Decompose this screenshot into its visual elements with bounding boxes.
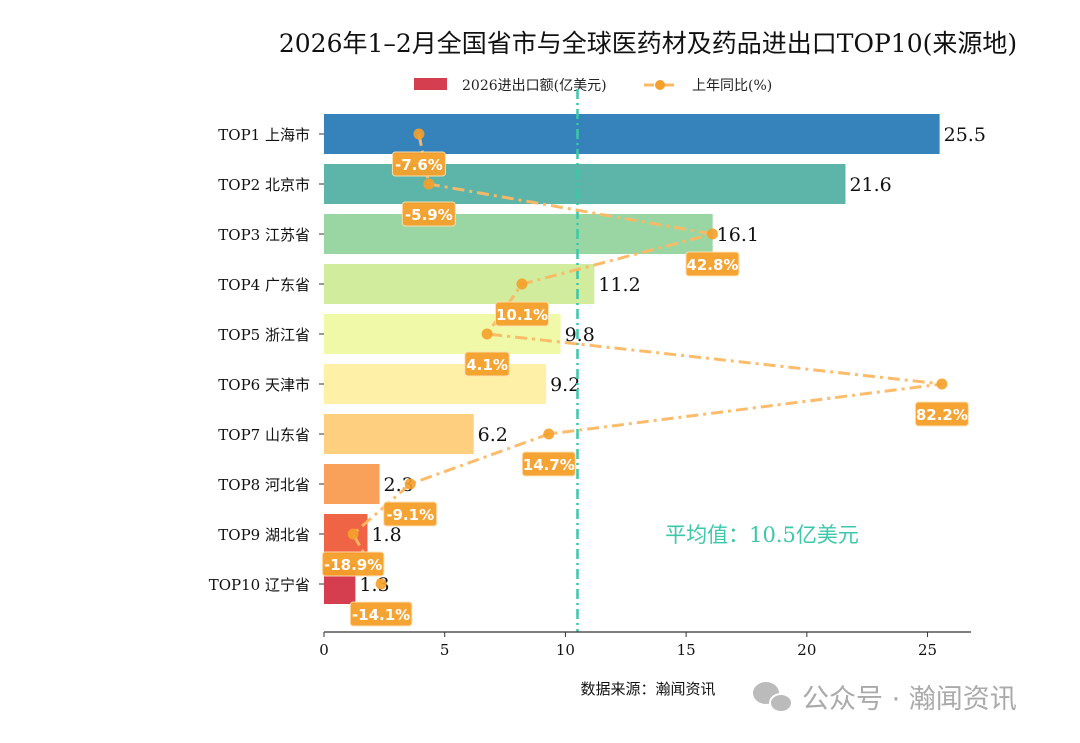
yoy-marker	[375, 578, 387, 590]
yoy-label-box	[321, 551, 385, 577]
yoy-marker	[936, 378, 948, 390]
yoy-label-box	[401, 201, 456, 227]
yoy-marker	[543, 428, 555, 440]
category-label: TOP3 江苏省	[218, 226, 310, 244]
category-label: TOP4 广东省	[218, 276, 310, 294]
chart-title: 2026年1–2月全国省市与全球医药材及药品进出口TOP10(来源地)	[279, 29, 1017, 58]
wechat-icon	[753, 682, 793, 713]
yoy-line	[351, 133, 943, 585]
bar-value-label: 1.8	[371, 524, 401, 546]
legend: 2026进出口额(亿美元) 上年同比(%)	[414, 78, 772, 94]
yoy-marker	[481, 328, 493, 340]
category-label: TOP8 河北省	[218, 476, 310, 494]
watermark: 公众号 · 瀚闻资讯	[753, 682, 1017, 715]
yoy-label: 82.2%	[916, 406, 968, 424]
bar	[324, 364, 547, 404]
legend-bar-swatch	[414, 78, 447, 90]
yoy-marker	[706, 228, 718, 240]
category-label: TOP5 浙江省	[218, 326, 310, 344]
x-tick-label: 0	[319, 641, 329, 659]
source-text: 数据来源：瀚闻资讯	[580, 680, 715, 698]
yoy-label: -7.6%	[395, 156, 443, 174]
bar-value-label: 6.2	[478, 424, 508, 446]
category-label: TOP9 湖北省	[218, 526, 310, 544]
yoy-label-box	[495, 301, 550, 327]
category-label: TOP10 辽宁省	[209, 576, 310, 594]
yoy-marker	[413, 128, 425, 140]
yoy-label-box	[521, 451, 576, 477]
x-tick-label: 10	[556, 641, 575, 659]
bar	[324, 464, 380, 504]
bar-value-label: 9.8	[565, 324, 595, 346]
bar-value-label: 9.2	[550, 374, 580, 396]
yoy-marker	[404, 478, 416, 490]
bar	[324, 264, 595, 304]
yoy-label: 4.1%	[466, 356, 508, 374]
legend-bar-label: 2026进出口额(亿美元)	[462, 78, 607, 94]
yoy-label: -9.1%	[386, 506, 434, 524]
legend-line-marker	[655, 80, 665, 90]
bar-value-label: 16.1	[717, 224, 759, 246]
bar-value-label: 2.3	[384, 474, 414, 496]
category-label: TOP6 天津市	[218, 376, 310, 394]
average-label: 平均值：10.5亿美元	[665, 523, 859, 547]
x-tick-label: 5	[440, 641, 450, 659]
category-label: TOP7 山东省	[218, 426, 310, 444]
bar	[324, 214, 713, 254]
yoy-label-box	[349, 601, 413, 627]
yoy-label: -18.9%	[324, 556, 382, 574]
x-tick-label: 20	[797, 641, 816, 659]
watermark-text: 公众号 · 瀚闻资讯	[802, 684, 1017, 715]
yoy-marker	[423, 178, 435, 190]
yoy-label: -5.9%	[405, 206, 453, 224]
legend-line-label: 上年同比(%)	[692, 78, 772, 94]
yoy-label-box	[383, 501, 438, 527]
category-label: TOP2 北京市	[218, 176, 310, 194]
bar	[324, 414, 474, 454]
yoy-marker	[516, 278, 528, 290]
bar-value-label: 25.5	[944, 124, 986, 146]
x-tick-label: 15	[677, 641, 696, 659]
yoy-label: 14.7%	[523, 456, 575, 474]
yoy-label-box	[391, 151, 446, 177]
x-tick-label: 25	[918, 641, 937, 659]
yoy-label: -14.1%	[352, 606, 410, 624]
yoy-label-box	[685, 251, 740, 277]
yoy-label: 42.8%	[686, 256, 738, 274]
bar-value-label: 11.2	[598, 274, 640, 296]
bar	[324, 114, 940, 154]
yoy-marker	[347, 528, 359, 540]
bar	[324, 514, 368, 554]
yoy-label-box	[914, 401, 969, 427]
yoy-label: 10.1%	[496, 306, 548, 324]
yoy-label-box	[464, 351, 510, 377]
category-label: TOP1 上海市	[218, 126, 310, 144]
bar-value-label: 21.6	[849, 174, 891, 196]
